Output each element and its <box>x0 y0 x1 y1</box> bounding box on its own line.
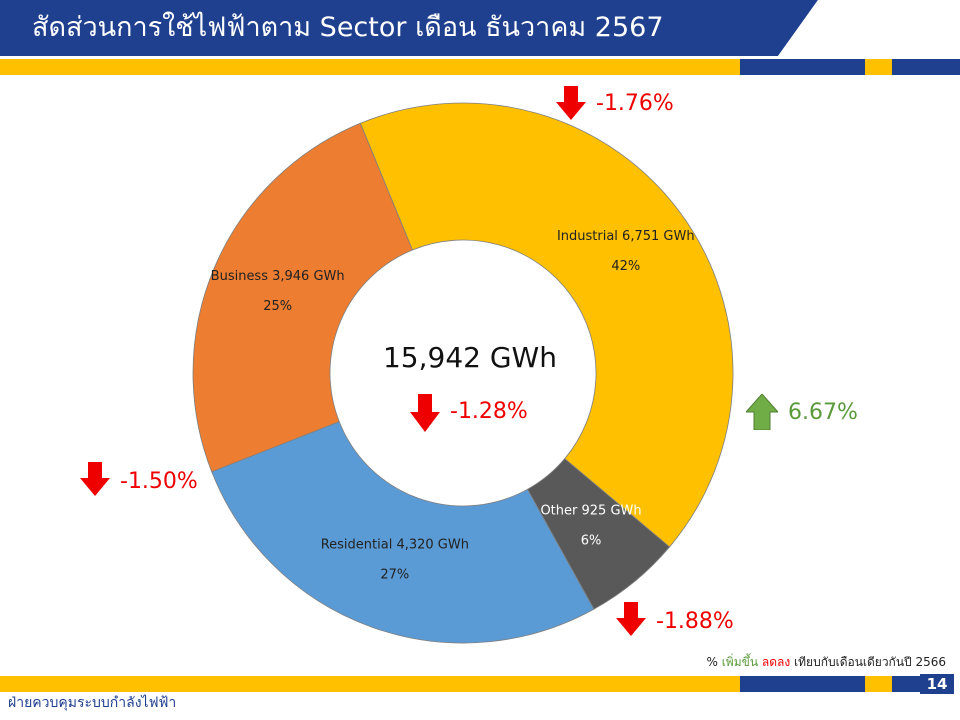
slice-label-pct-residential: 27% <box>380 568 409 583</box>
other-change-label: 6.67% <box>788 400 858 425</box>
residential-change-label: -1.88% <box>656 609 734 634</box>
footer-department: ฝ่ายควบคุมระบบกำลังไฟฟ้า <box>8 695 177 711</box>
legend-note-prefix: % <box>706 655 718 669</box>
bottom-stripe-yellow <box>0 676 740 692</box>
slice-label-pct-other: 6% <box>581 534 602 549</box>
business-change-label: -1.50% <box>120 469 198 494</box>
page-number: 14 <box>920 674 954 694</box>
slice-label-name-residential: Residential 4,320 GWh <box>321 538 469 553</box>
slice-residential <box>211 421 595 644</box>
residential-down-arrow-icon <box>616 602 646 636</box>
legend-note-increase: เพิ่มขึ้น <box>721 655 759 669</box>
title-banner-shape <box>0 0 960 56</box>
slice-label-name-business: Business 3,946 GWh <box>211 269 345 284</box>
legend-note: % เพิ่มขึ้น ลดลง เทียบกับเดือนเดียวกันปี… <box>706 654 946 670</box>
legend-note-suffix: เทียบกับเดือนเดียวกันปี 2566 <box>794 655 946 669</box>
business-down-arrow-icon <box>80 462 110 496</box>
slice-industrial <box>359 102 734 548</box>
center-down-arrow-icon <box>410 394 440 432</box>
center-total-value: 15,942 GWh <box>382 341 557 374</box>
page-title: สัดส่วนการใช้ไฟฟ้าตาม Sector เดือน ธันวา… <box>32 12 664 43</box>
industrial-change-label: -1.76% <box>596 91 674 116</box>
slice-label-pct-industrial: 42% <box>611 259 640 274</box>
center-change-label: -1.28% <box>450 399 528 424</box>
slice-business <box>192 122 413 473</box>
slice-label-pct-business: 25% <box>263 299 292 314</box>
top-stripe-blue-2 <box>892 59 960 75</box>
slice-label-name-other: Other 925 GWh <box>540 504 641 519</box>
top-stripe-yellow <box>0 59 740 75</box>
top-stripe-yellow-2 <box>865 59 892 75</box>
legend-note-decrease: ลดลง <box>761 655 791 669</box>
industrial-down-arrow-icon <box>556 86 586 120</box>
top-stripe-blue-1 <box>740 59 865 75</box>
bottom-stripe-blue-2 <box>892 676 920 692</box>
slice-label-name-industrial: Industrial 6,751 GWh <box>557 229 695 244</box>
other-up-arrow-icon <box>746 394 778 430</box>
bottom-stripe-blue-1 <box>740 676 865 692</box>
bottom-stripe-yellow-2 <box>865 676 892 692</box>
